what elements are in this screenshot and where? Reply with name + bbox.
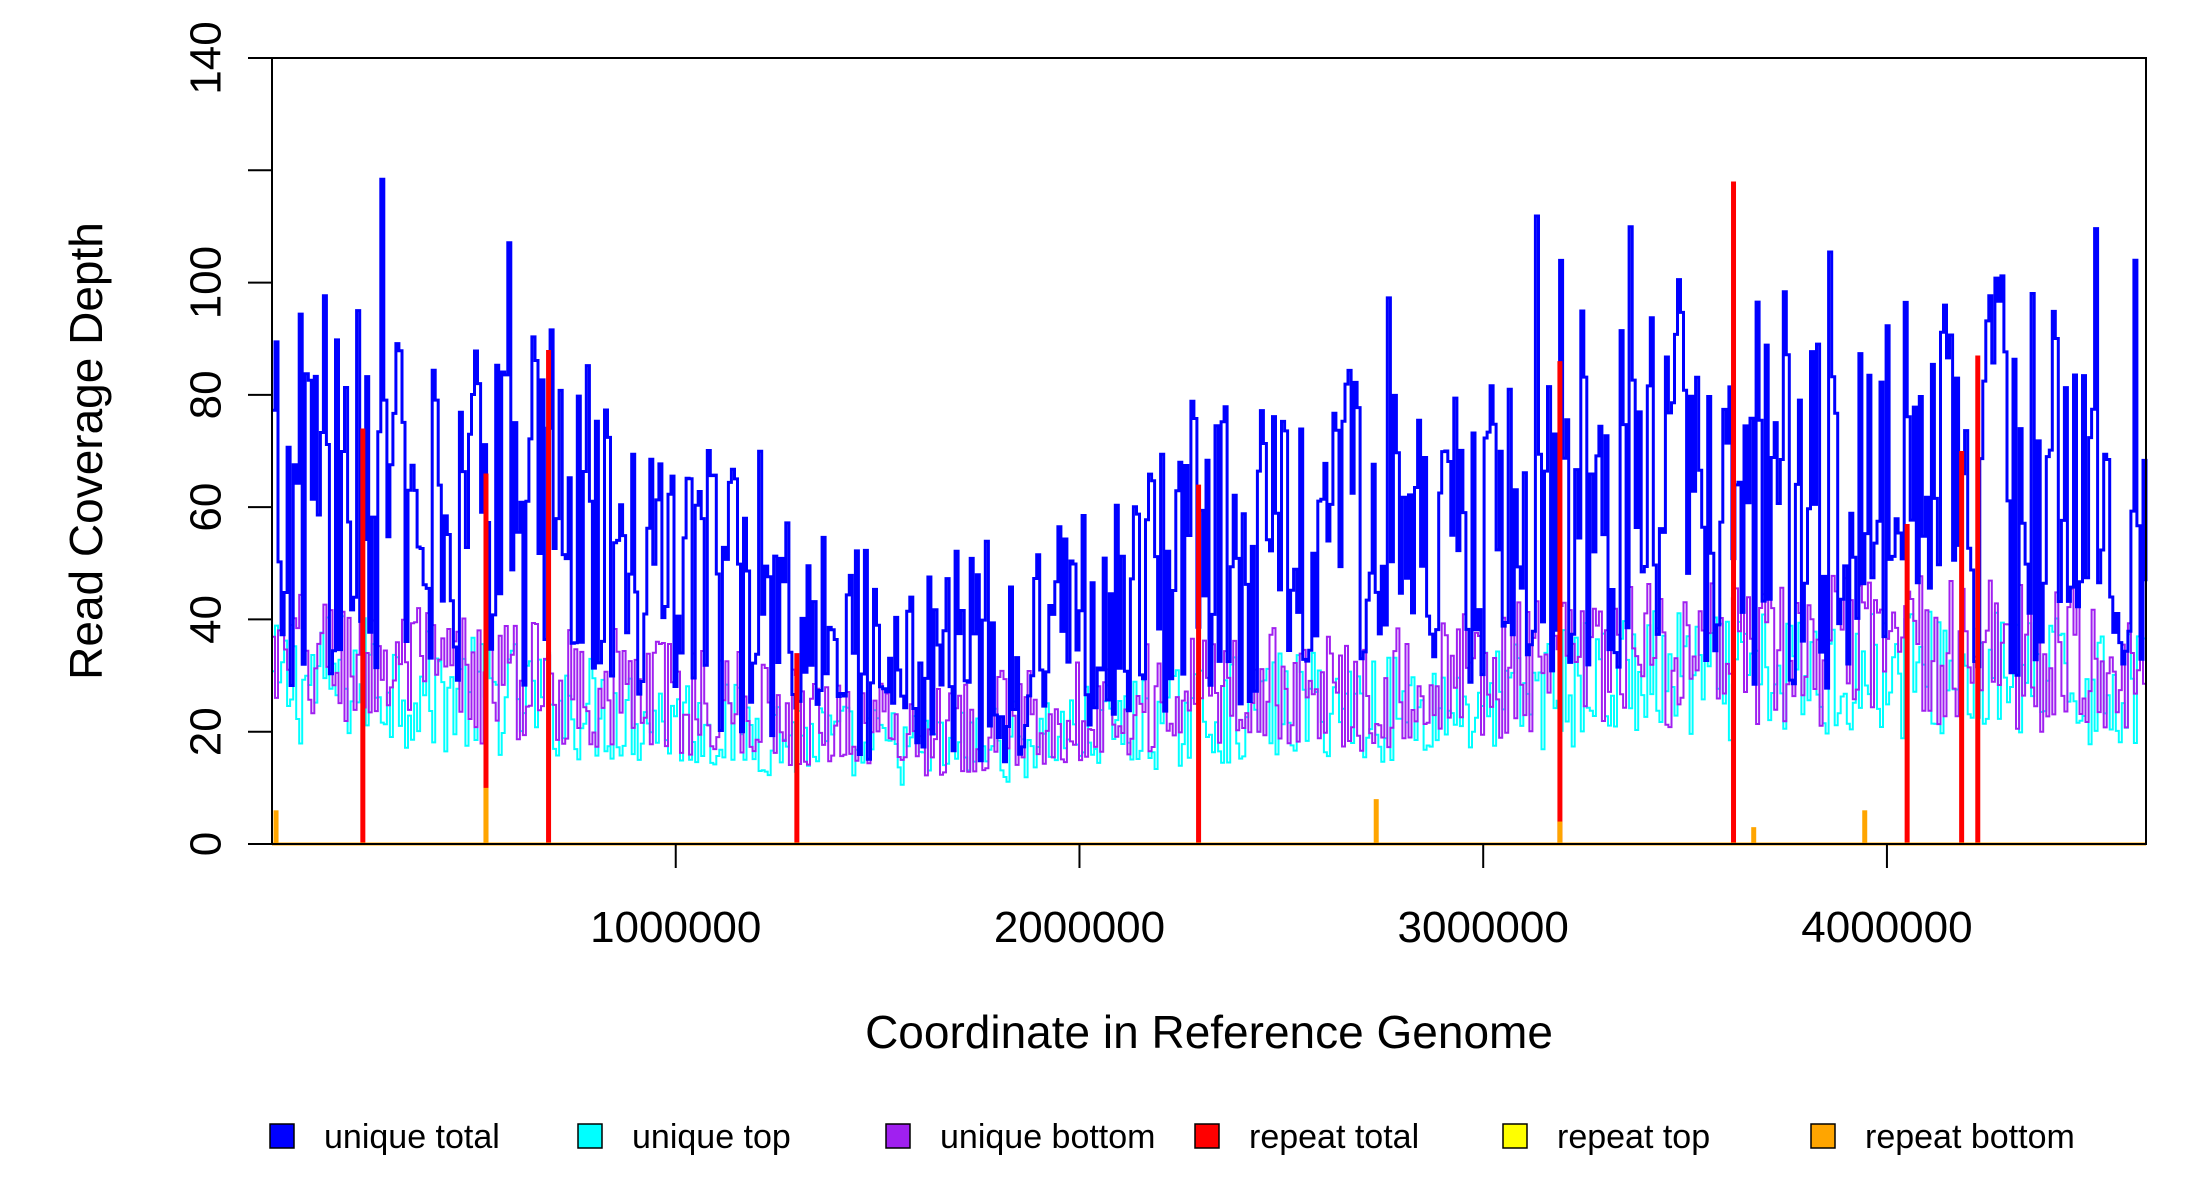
axes: 0 20 40 60 80 100 140 1000000 2000000 3000000 4000… <box>182 21 1973 952</box>
legend-item-repeat-total: repeat total <box>1194 1118 1419 1156</box>
legend-item-repeat-bottom: repeat bottom <box>1810 1118 2075 1156</box>
plot-area <box>272 177 2148 846</box>
x-tick-label: 4000000 <box>1801 903 1972 952</box>
y-tick-label: 40 <box>182 595 231 644</box>
plot-frame <box>271 57 2147 845</box>
x-tick-label: 3000000 <box>1398 903 1569 952</box>
y-tick-label: 60 <box>182 483 231 532</box>
legend-swatch <box>885 1123 911 1149</box>
legend-swatch <box>1194 1123 1220 1149</box>
legend-label: repeat bottom <box>1865 1118 2075 1156</box>
legend-item-repeat-top: repeat top <box>1502 1118 1710 1156</box>
legend-item-unique-top: unique top <box>577 1118 791 1156</box>
legend-label: repeat total <box>1249 1118 1419 1156</box>
legend-swatch <box>1502 1123 1528 1149</box>
series-line-unique-top <box>272 610 2147 786</box>
series-line-unique-total <box>272 177 2148 764</box>
legend-swatch <box>1810 1123 1836 1149</box>
legend-label: unique top <box>632 1118 791 1156</box>
y-tick-label: 100 <box>182 246 231 319</box>
y-tick-label: 140 <box>182 21 231 94</box>
y-tick-label: 80 <box>182 370 231 419</box>
legend-item-unique-total: unique total <box>269 1118 500 1156</box>
legend-swatch <box>577 1123 603 1149</box>
legend-swatch <box>269 1123 295 1149</box>
x-tick-label: 2000000 <box>994 903 1165 952</box>
legend-item-unique-bottom: unique bottom <box>885 1118 1156 1156</box>
legend-label: unique total <box>324 1118 500 1156</box>
legend: unique total unique top unique bottom repea… <box>269 1118 2075 1156</box>
y-axis-title: Read Coverage Depth <box>60 222 112 680</box>
x-tick-label: 1000000 <box>590 903 761 952</box>
y-tick-label: 0 <box>182 832 231 856</box>
legend-label: repeat top <box>1557 1118 1710 1156</box>
legend-label: unique bottom <box>940 1118 1156 1156</box>
x-axis-title: Coordinate in Reference Genome <box>865 1006 1553 1058</box>
y-tick-label: 20 <box>182 707 231 756</box>
series-line-unique-bottom <box>272 574 2147 777</box>
